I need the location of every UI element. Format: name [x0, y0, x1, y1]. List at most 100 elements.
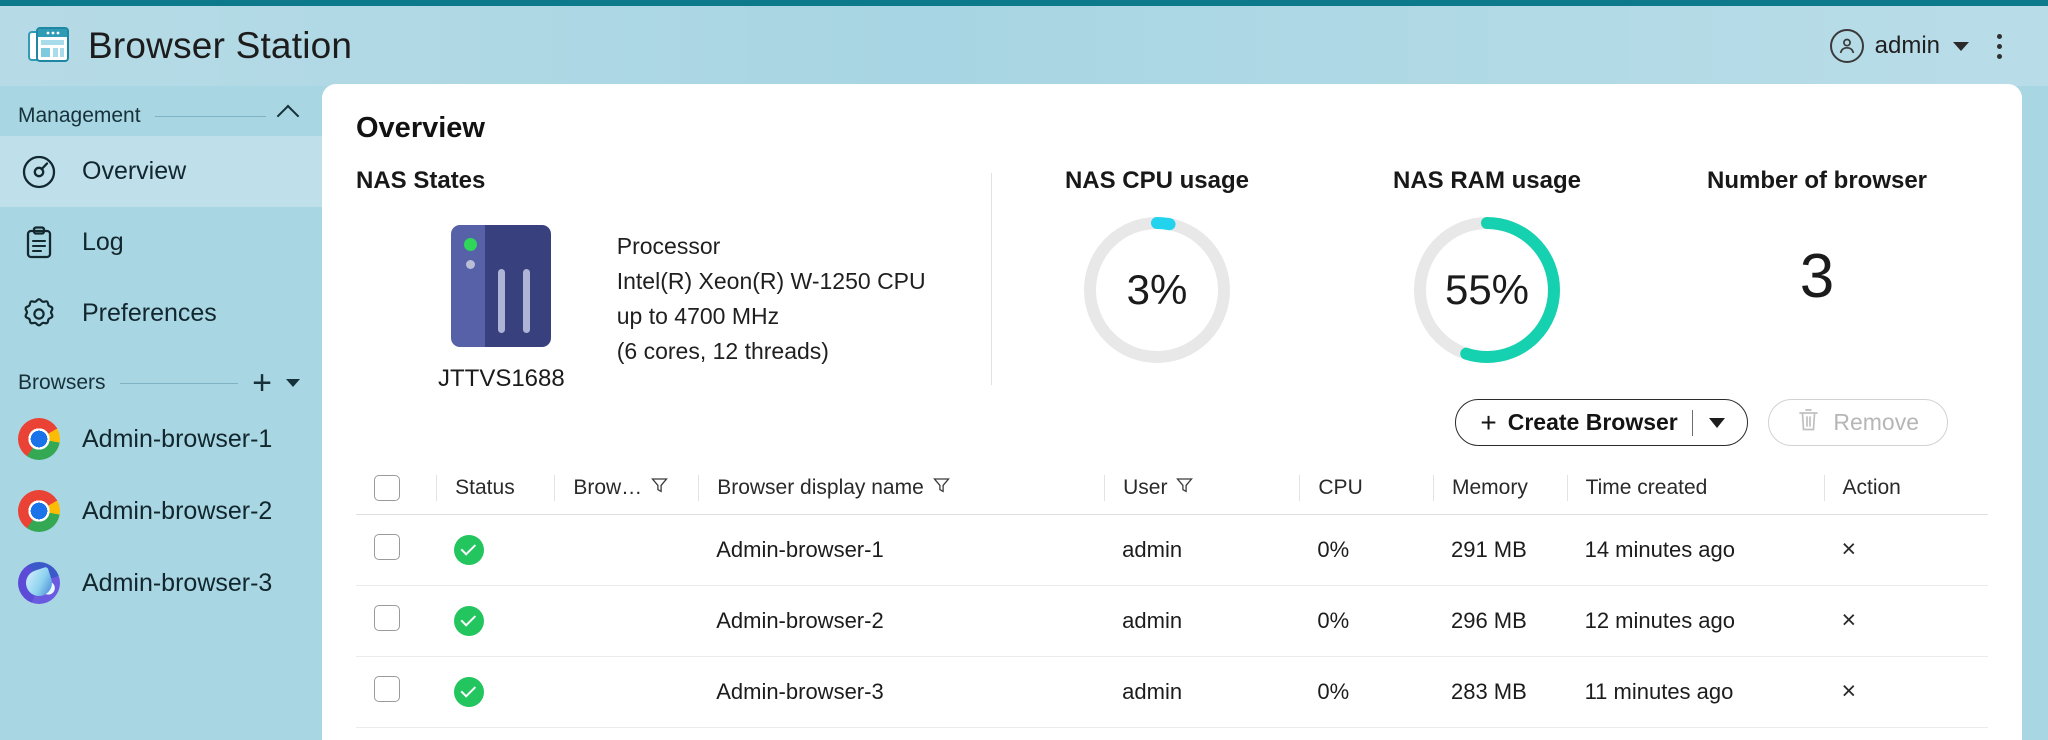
column-label-time-created: Time created: [1585, 476, 1708, 499]
section-label-browsers: Browsers: [18, 371, 106, 394]
stats-row: NAS States JTTVS1688 Processor Intel(R) …: [356, 167, 1988, 417]
row-cpu: 0%: [1299, 514, 1433, 586]
kebab-menu-icon[interactable]: [1985, 28, 2014, 65]
app-title: Browser Station: [88, 25, 353, 66]
column-label-status: Status: [455, 476, 515, 499]
delete-row-button[interactable]: ×: [1841, 677, 1857, 705]
delete-row-button[interactable]: ×: [1841, 606, 1857, 634]
ram-usage-title: NAS RAM usage: [1392, 167, 1582, 194]
row-time-created: 11 minutes ago: [1566, 656, 1824, 728]
status-running-icon: [454, 535, 485, 565]
column-cpu: CPU: [1299, 462, 1433, 515]
trash-icon: [1797, 407, 1820, 438]
column-display-name: Browser display name: [698, 462, 1105, 515]
plus-icon[interactable]: +: [252, 364, 272, 402]
row-memory: 291 MB: [1432, 514, 1567, 586]
nas-device-icon: [451, 225, 552, 347]
sidebar-item-preferences[interactable]: Preferences: [0, 278, 322, 349]
sidebar-item-admin-browser-2[interactable]: Admin-browser-2: [0, 475, 322, 547]
ram-usage-value: 55%: [1444, 266, 1530, 313]
section-label-management: Management: [18, 104, 141, 127]
create-browser-button[interactable]: + Create Browser: [1455, 399, 1749, 446]
divider: [991, 173, 992, 385]
sidebar-item-admin-browser-1[interactable]: Admin-browser-1: [0, 403, 322, 475]
table-row[interactable]: Admin-browser-3 admin 0% 283 MB 11 minut…: [356, 656, 1988, 728]
processor-speed: up to 4700 MHz: [616, 303, 780, 329]
cpu-usage-title: NAS CPU usage: [1064, 167, 1250, 194]
column-label-display-name: Browser display name: [717, 476, 924, 499]
column-label-action: Action: [1842, 476, 1901, 499]
table-toolbar: + Create Browser Remove: [356, 399, 1988, 446]
nas-device-name: JTTVS1688: [438, 365, 565, 392]
cpu-usage-gauge: 3%: [1078, 211, 1236, 369]
create-browser-dropdown[interactable]: [1693, 417, 1741, 428]
filter-icon[interactable]: [1176, 476, 1194, 500]
nas-states-panel: NAS States JTTVS1688 Processor Intel(R) …: [356, 167, 991, 393]
browser-count-value: 3: [1799, 242, 1835, 311]
gauge-icon: [18, 151, 60, 193]
filter-icon[interactable]: [651, 476, 669, 500]
page-title: Overview: [356, 112, 485, 144]
user-menu[interactable]: admin: [1829, 29, 1969, 63]
row-user: admin: [1104, 585, 1300, 657]
row-select: [356, 585, 437, 657]
sidebar-item-overview[interactable]: Overview: [0, 136, 322, 207]
status-running-icon: [454, 677, 485, 707]
sidebar-label-log: Log: [82, 228, 124, 256]
row-action: ×: [1823, 514, 1988, 586]
delete-row-button[interactable]: ×: [1841, 535, 1857, 563]
divider: [154, 115, 266, 117]
sidebar-section-management: Management: [0, 86, 322, 136]
row-checkbox[interactable]: [374, 605, 400, 631]
sidebar: Management Overview Lo: [0, 86, 322, 740]
table-row[interactable]: Admin-browser-2 admin 0% 296 MB 12 minut…: [356, 585, 1988, 657]
cpu-usage-panel: NAS CPU usage 3%: [992, 167, 1322, 369]
sidebar-section-browsers: Browsers +: [0, 349, 322, 403]
ram-usage-gauge: 55%: [1408, 211, 1566, 369]
browser-count-panel: Number of browser 3: [1652, 167, 1982, 312]
row-checkbox[interactable]: [374, 534, 400, 560]
remove-button[interactable]: Remove: [1768, 399, 1948, 446]
sidebar-label-overview: Overview: [82, 157, 187, 185]
row-browser-type: [554, 656, 699, 728]
row-checkbox[interactable]: [374, 676, 400, 702]
row-status: [436, 585, 555, 657]
column-label-browser-type: Brow…: [573, 476, 643, 499]
browser-station-icon: [28, 26, 70, 66]
table-row[interactable]: Admin-browser-1 admin 0% 291 MB 14 minut…: [356, 514, 1988, 586]
processor-label: Processor: [616, 233, 721, 259]
processor-info: Processor Intel(R) Xeon(R) W-1250 CPU up…: [617, 225, 926, 369]
chevron-up-icon[interactable]: [276, 104, 300, 128]
column-memory: Memory: [1432, 462, 1567, 515]
edge-icon: [18, 562, 60, 604]
app-header: Browser Station admin: [0, 6, 2048, 86]
caret-down-icon[interactable]: [286, 379, 300, 387]
nas-states-title: NAS States: [356, 167, 486, 194]
browser-table: Status Brow… Browser display name: [356, 462, 1988, 728]
processor-cores: (6 cores, 12 threads): [616, 338, 829, 364]
sidebar-browser-label: Admin-browser-3: [82, 568, 273, 597]
divider: [1691, 409, 1694, 436]
filter-icon[interactable]: [932, 476, 950, 500]
user-name: admin: [1874, 32, 1940, 59]
column-label-memory: Memory: [1451, 476, 1528, 499]
chrome-icon: [18, 418, 60, 460]
row-time-created: 12 minutes ago: [1566, 585, 1824, 657]
clipboard-icon: [18, 222, 60, 264]
row-user: admin: [1104, 514, 1300, 586]
sidebar-item-log[interactable]: Log: [0, 207, 322, 278]
divider: [119, 382, 239, 384]
sidebar-item-admin-browser-3[interactable]: Admin-browser-3: [0, 547, 322, 619]
select-all-checkbox[interactable]: [374, 475, 400, 501]
status-running-icon: [454, 606, 485, 636]
row-browser-type: [554, 585, 699, 657]
chevron-down-icon: [1709, 417, 1726, 428]
column-select: [356, 462, 437, 515]
sidebar-browser-label: Admin-browser-1: [82, 424, 273, 453]
row-display-name: Admin-browser-3: [698, 656, 1105, 728]
column-label-user: User: [1123, 476, 1168, 499]
column-time-created: Time created: [1566, 462, 1824, 515]
sidebar-label-preferences: Preferences: [82, 299, 217, 327]
row-select: [356, 514, 437, 586]
remove-label: Remove: [1833, 409, 1919, 435]
